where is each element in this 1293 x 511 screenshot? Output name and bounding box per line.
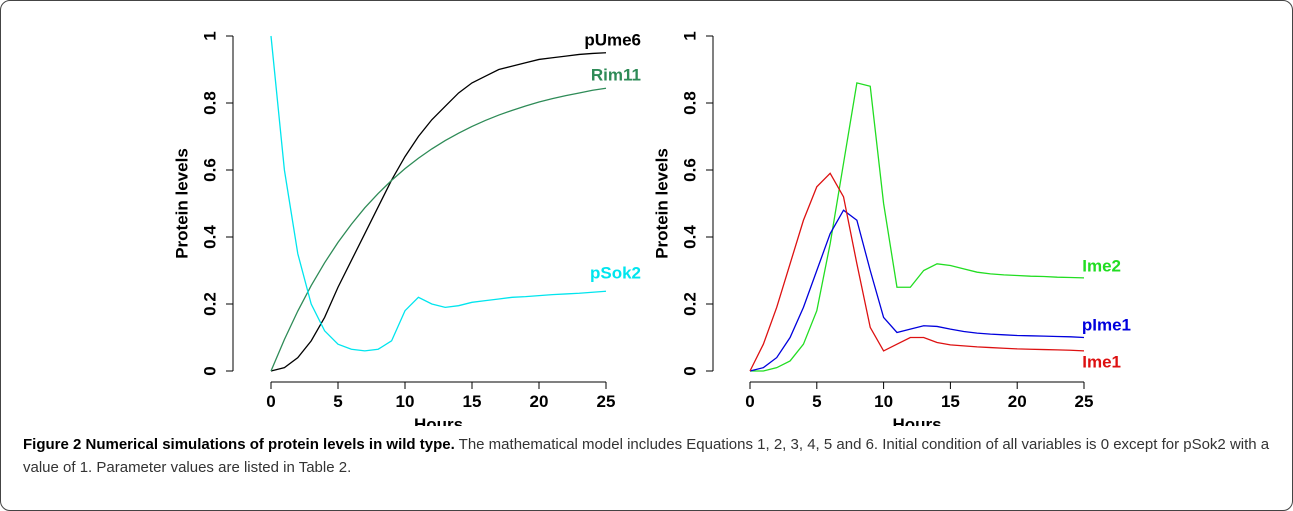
line [270,35,607,352]
x-tick-label: 15 [463,392,482,411]
caption-text: The mathematical model includes Equation… [23,436,1270,476]
x-tick-label: 25 [1075,392,1094,411]
y-tick-label: 0.8 [200,91,219,115]
y-tick-label: 0.4 [200,225,219,249]
y-tick-label: 1 [680,31,699,40]
series-label: Rim11 [591,65,641,84]
x-tick-label: 0 [745,392,754,411]
y-tick-label: 0 [200,366,219,375]
series-label: pUme6 [584,30,641,49]
y-axis-label: Protein levels [652,148,671,259]
x-tick-label: 20 [1008,392,1027,411]
y-tick-label: 1 [200,31,219,40]
y-tick-label: 0.2 [680,292,699,316]
x-tick-label: 5 [333,392,342,411]
x-tick-label: 15 [941,392,960,411]
caption-title: Figure 2 Numerical simulations of protei… [23,436,455,453]
y-axis-label: Protein levels [172,148,191,259]
y-tick-label: 0.8 [680,91,699,115]
y-tick-label: 0.6 [200,158,219,182]
x-tick-label: 10 [874,392,893,411]
line [750,82,1085,372]
x-tick-label: 10 [396,392,415,411]
x-tick-label: 0 [266,392,275,411]
y-tick-label: 0.4 [680,225,699,249]
line [749,172,1085,372]
x-axis-label: Hours [414,415,463,426]
x-tick-label: 5 [812,392,821,411]
series-label: Ime1 [1082,352,1121,371]
x-tick-label: 25 [597,392,616,411]
y-tick-label: 0 [680,366,699,375]
series-label: pIme1 [1082,315,1131,334]
y-tick-label: 0.6 [680,158,699,182]
series-label: Ime2 [1082,256,1121,275]
x-axis-label: Hours [892,415,941,426]
series-label: pSok2 [590,263,641,282]
line [749,209,1085,372]
x-tick-label: 20 [530,392,549,411]
line [270,52,607,372]
y-tick-label: 0.2 [200,292,219,316]
line [270,87,607,372]
caption: Figure 2 Numerical simulations of protei… [23,433,1273,479]
